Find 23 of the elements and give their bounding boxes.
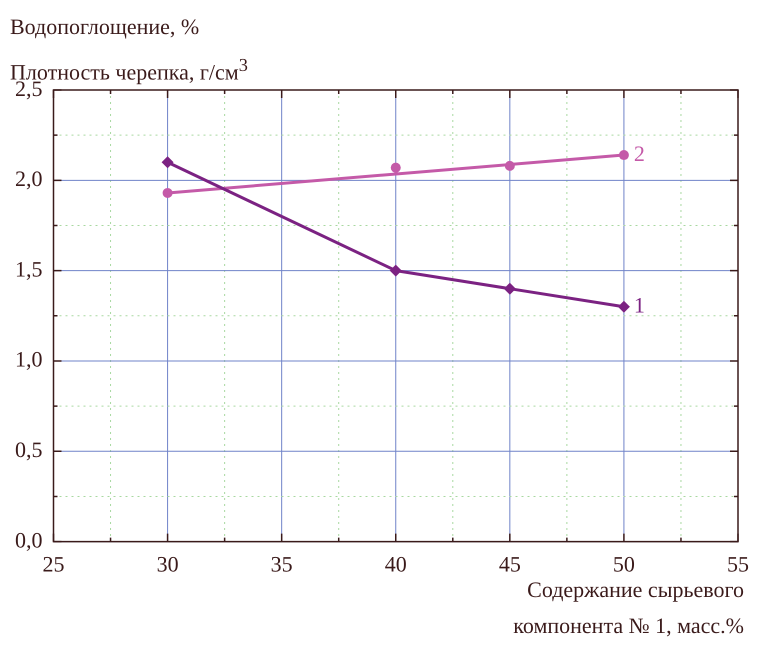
point (504, 282, 516, 295)
point (618, 300, 630, 313)
point (390, 162, 401, 173)
x-tick-label: 25 (42, 552, 64, 577)
point (618, 150, 629, 160)
y-tick-label: 1,5 (15, 256, 42, 282)
x-tick-label: 35 (270, 552, 293, 577)
y-tick-label: 1,0 (15, 346, 42, 372)
series-label: 2 (634, 140, 645, 166)
x-tick-label: 40 (384, 552, 407, 577)
point (162, 188, 173, 198)
x-tick-label: 30 (156, 552, 179, 577)
x-tick-label: 55 (727, 552, 749, 577)
x-axis-title: Содержание сырьевого компонента № 1, масс.% (513, 577, 744, 640)
y-tick-label: 0,5 (15, 437, 42, 462)
x-tick-label: 50 (612, 552, 635, 577)
x-tick-label: 45 (498, 552, 521, 577)
point (504, 160, 515, 171)
point (162, 156, 174, 168)
y-tick-label: 0,0 (15, 527, 42, 552)
point (390, 264, 402, 277)
y-tick-label: 2,0 (15, 166, 42, 192)
series-label: 1 (634, 292, 645, 318)
